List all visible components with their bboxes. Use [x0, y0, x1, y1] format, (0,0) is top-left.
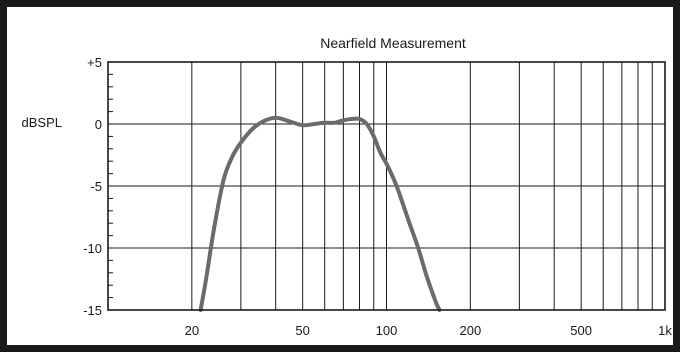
- grid-layer: [108, 61, 665, 311]
- series-layer: [198, 115, 442, 312]
- y-tick-label: +5: [87, 55, 102, 70]
- x-tick-label: 50: [295, 323, 309, 338]
- x-tick-label: 500: [570, 323, 592, 338]
- chart-title: Nearfield Measurement: [320, 35, 466, 51]
- x-axis-label: Hz: [385, 344, 401, 352]
- x-tick-label: 20: [185, 323, 199, 338]
- y-tick-label: -5: [90, 179, 102, 194]
- x-tick-label: 1k: [658, 323, 672, 338]
- y-tick-label: -10: [83, 241, 102, 256]
- y-tick-label: -15: [83, 303, 102, 318]
- plot-area: [107, 61, 666, 311]
- x-tick-label: 100: [376, 323, 398, 338]
- response-curve: [198, 115, 442, 312]
- y-axis-label: dBSPL: [22, 115, 62, 130]
- x-tick-label: 200: [459, 323, 481, 338]
- y-tick-label: 0: [95, 117, 102, 132]
